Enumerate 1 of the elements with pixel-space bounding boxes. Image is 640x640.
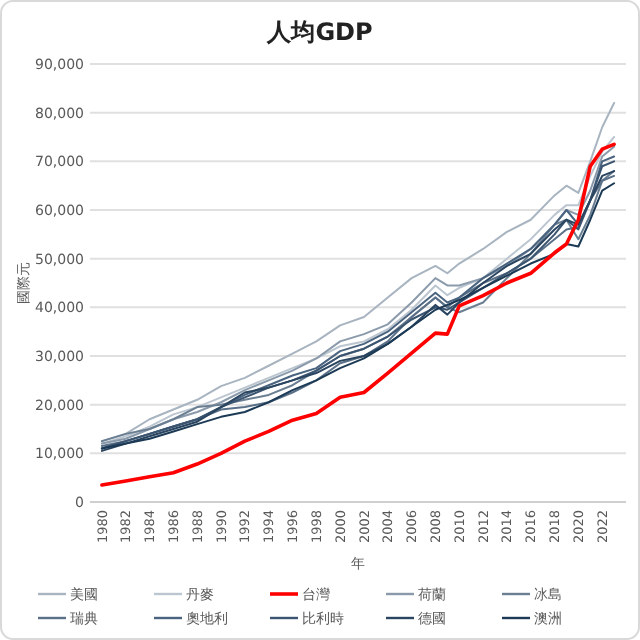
chart-title: 人均GDP — [265, 18, 374, 46]
